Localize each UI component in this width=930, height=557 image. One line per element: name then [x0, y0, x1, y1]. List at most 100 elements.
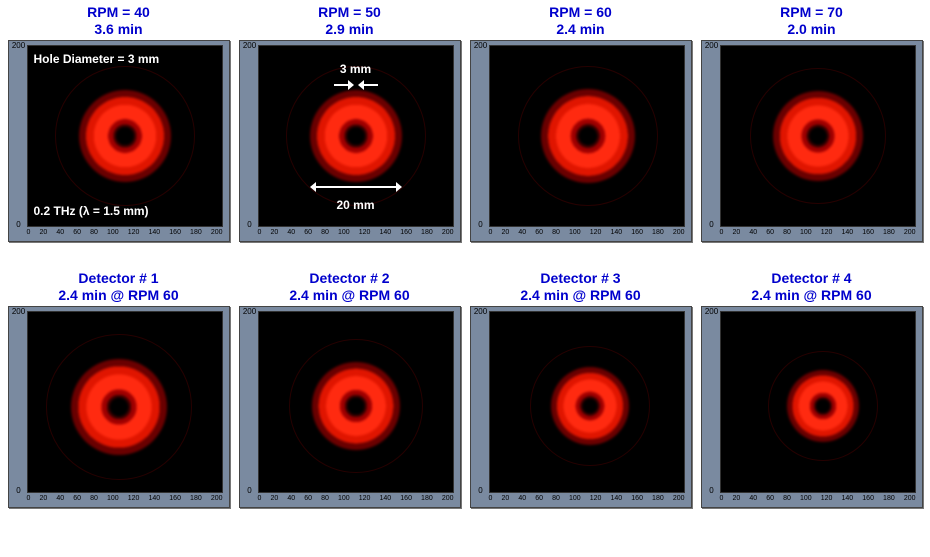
diffraction-ring	[312, 362, 400, 450]
x-axis: 0 20 40 60 80 100 120 140 160 180 200	[258, 495, 454, 506]
panel-title: Detector # 2 2.4 min @ RPM 60	[289, 270, 409, 304]
y-tick-bottom: 0	[709, 220, 713, 229]
x-tick: 200	[442, 495, 454, 506]
x-tick: 20	[501, 229, 509, 240]
x-tick: 160	[631, 229, 643, 240]
x-tick: 80	[783, 229, 791, 240]
x-tick: 180	[652, 495, 664, 506]
y-tick-bottom: 0	[478, 220, 482, 229]
x-tick: 140	[149, 495, 161, 506]
plot-area	[489, 311, 685, 493]
plot-frame: 200 0 0 20 40 60 80 100 120 140 160	[470, 40, 692, 242]
panel-title: RPM = 70 2.0 min	[780, 4, 843, 38]
diffraction-ring	[79, 90, 171, 182]
panel-title: Detector # 1 2.4 min @ RPM 60	[58, 270, 178, 304]
title-line1: Detector # 2	[309, 270, 389, 286]
diffraction-ring	[71, 359, 167, 455]
y-tick-top: 200	[474, 41, 487, 50]
x-tick: 40	[749, 495, 757, 506]
x-tick: 100	[800, 495, 812, 506]
x-tick: 40	[749, 229, 757, 240]
diffraction-ring	[787, 370, 859, 442]
y-axis: 200 0	[11, 307, 27, 495]
panel-detector-2: Detector # 2 2.4 min @ RPM 60 200 0 0 20…	[237, 270, 462, 508]
x-tick: 120	[821, 229, 833, 240]
figure-grid: RPM = 40 3.6 min 200 0 Hole Diameter = 3…	[0, 0, 930, 512]
x-tick: 160	[400, 229, 412, 240]
x-tick: 0	[489, 229, 493, 240]
title-line1: RPM = 70	[780, 4, 843, 20]
y-tick-top: 200	[243, 307, 256, 316]
plot-frame: 200 0 Hole Diameter = 3 mm 0.2 THz (λ = …	[8, 40, 230, 242]
plot-area	[489, 45, 685, 227]
x-tick: 40	[56, 495, 64, 506]
x-tick: 160	[862, 229, 874, 240]
x-tick: 100	[569, 229, 581, 240]
x-tick: 180	[883, 495, 895, 506]
diffraction-ring	[551, 367, 629, 445]
y-axis: 200 0	[242, 307, 258, 495]
panel-detector-4: Detector # 4 2.4 min @ RPM 60 200 0 0 20…	[699, 270, 924, 508]
panel-detector-3: Detector # 3 2.4 min @ RPM 60 200 0 0 20…	[468, 270, 693, 508]
x-tick: 60	[73, 229, 81, 240]
x-tick: 180	[421, 229, 433, 240]
x-tick: 80	[552, 229, 560, 240]
x-tick: 80	[321, 495, 329, 506]
x-tick: 200	[211, 495, 223, 506]
x-tick: 20	[270, 229, 278, 240]
row-detectors: Detector # 1 2.4 min @ RPM 60 200 0 0 20…	[6, 270, 924, 508]
x-tick: 20	[39, 229, 47, 240]
title-line2: 2.0 min	[787, 21, 835, 37]
x-axis: 0 20 40 60 80 100 120 140 160 180 200	[720, 229, 916, 240]
title-line1: Detector # 3	[540, 270, 620, 286]
dim-3mm-label: 3 mm	[340, 62, 371, 76]
y-axis: 200 0	[704, 307, 720, 495]
plot-frame: 200 0 3 mm	[239, 40, 461, 242]
y-tick-bottom: 0	[478, 486, 482, 495]
y-tick-top: 200	[12, 307, 25, 316]
y-tick-bottom: 0	[16, 220, 20, 229]
x-tick: 200	[442, 229, 454, 240]
x-tick: 0	[489, 495, 493, 506]
dim-20mm-arrows	[310, 182, 402, 192]
x-tick: 20	[732, 229, 740, 240]
title-line1: RPM = 60	[549, 4, 612, 20]
frequency-label: 0.2 THz (λ = 1.5 mm)	[34, 204, 149, 218]
title-line2: 2.4 min @ RPM 60	[520, 287, 640, 303]
x-tick: 80	[90, 229, 98, 240]
title-line2: 2.4 min @ RPM 60	[58, 287, 178, 303]
title-line2: 2.4 min @ RPM 60	[289, 287, 409, 303]
x-axis: 0 20 40 60 80 100 120 140 160 180 200	[489, 495, 685, 506]
x-tick: 160	[631, 495, 643, 506]
x-tick: 100	[338, 229, 350, 240]
x-tick: 180	[190, 229, 202, 240]
x-tick: 20	[39, 495, 47, 506]
x-tick: 120	[590, 495, 602, 506]
x-tick: 100	[107, 229, 119, 240]
x-axis: 0 20 40 60 80 100 120 140 160 180 200	[489, 229, 685, 240]
x-tick: 0	[27, 495, 31, 506]
x-tick: 180	[883, 229, 895, 240]
y-axis: 200 0	[473, 41, 489, 229]
x-tick: 140	[842, 495, 854, 506]
x-tick: 120	[128, 229, 140, 240]
x-tick: 0	[258, 495, 262, 506]
x-tick: 60	[766, 229, 774, 240]
x-tick: 160	[169, 229, 181, 240]
x-tick: 60	[766, 495, 774, 506]
panel-title: RPM = 60 2.4 min	[549, 4, 612, 38]
x-tick: 120	[590, 229, 602, 240]
x-tick: 120	[821, 495, 833, 506]
plot-area	[27, 311, 223, 493]
x-tick: 20	[501, 495, 509, 506]
y-axis: 200 0	[704, 41, 720, 229]
x-tick: 140	[842, 229, 854, 240]
plot-frame: 200 0 0 20 40 60 80 100 120 140 160	[470, 306, 692, 508]
plot-area	[258, 311, 454, 493]
x-tick: 180	[190, 495, 202, 506]
x-tick: 80	[321, 229, 329, 240]
y-tick-bottom: 0	[709, 486, 713, 495]
x-axis: 0 20 40 60 80 100 120 140 160 180 200	[27, 229, 223, 240]
x-tick: 40	[56, 229, 64, 240]
plot-area	[720, 45, 916, 227]
